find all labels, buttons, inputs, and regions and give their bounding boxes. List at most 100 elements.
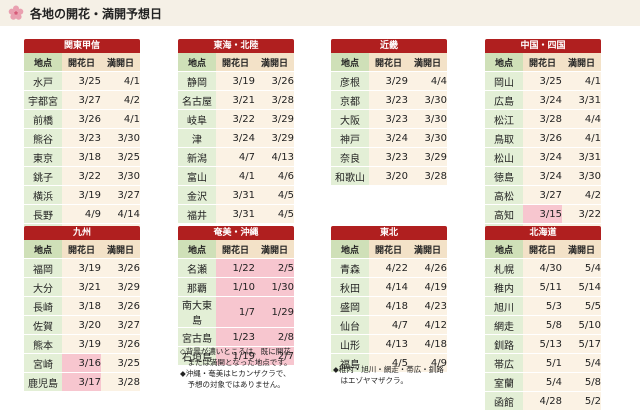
- column-header-full: 満開日: [101, 53, 140, 72]
- location-cell: 東京: [24, 148, 62, 167]
- location-cell: 水戸: [24, 72, 62, 91]
- note-amami: ◇背景が濃いところは、既に開花 または満開となった地点です。◆沖縄・奄美はヒカン…: [180, 346, 292, 390]
- full-bloom-date-cell: 3/25: [101, 354, 140, 373]
- location-cell: 和歌山: [331, 167, 369, 186]
- bloom-date-cell: 3/16: [62, 354, 101, 373]
- full-bloom-date-cell: 5/8: [562, 373, 601, 392]
- column-header-full: 満開日: [255, 53, 294, 72]
- full-bloom-date-cell: 5/10: [562, 316, 601, 335]
- location-cell: 高知: [485, 205, 523, 224]
- location-cell: 広島: [485, 91, 523, 110]
- full-bloom-date-cell: 3/26: [101, 259, 140, 278]
- table-header-row: 地点開花日満開日: [331, 240, 447, 259]
- full-bloom-date-cell: 3/30: [101, 167, 140, 186]
- full-bloom-date-cell: 4/2: [562, 186, 601, 205]
- bloom-date-cell: 3/19: [216, 72, 255, 91]
- full-bloom-date-cell: 3/26: [101, 335, 140, 354]
- bloom-date-cell: 3/24: [216, 129, 255, 148]
- location-cell: 銚子: [24, 167, 62, 186]
- location-cell: 網走: [485, 316, 523, 335]
- column-header-location: 地点: [485, 240, 523, 259]
- bloom-date-cell: 3/24: [523, 148, 562, 167]
- full-bloom-date-cell: 4/6: [255, 167, 294, 186]
- bloom-date-cell: 3/22: [216, 110, 255, 129]
- full-bloom-date-cell: 4/1: [101, 72, 140, 91]
- region-title: 北海道: [485, 226, 601, 240]
- full-bloom-date-cell: 4/1: [562, 72, 601, 91]
- location-cell: 富山: [178, 167, 216, 186]
- location-cell: 静岡: [178, 72, 216, 91]
- bloom-date-cell: 3/21: [216, 91, 255, 110]
- location-cell: 岐阜: [178, 110, 216, 129]
- column-header-location: 地点: [485, 53, 523, 72]
- column-header-location: 地点: [331, 240, 369, 259]
- note-line: または満開となった地点です。: [180, 357, 292, 368]
- bloom-date-cell: 3/23: [62, 129, 101, 148]
- note-line: 予想の対象ではありません。: [180, 379, 292, 390]
- bloom-date-cell: 3/26: [62, 110, 101, 129]
- bloom-date-cell: 3/23: [369, 148, 408, 167]
- full-bloom-date-cell: 5/14: [562, 278, 601, 297]
- column-header-location: 地点: [178, 53, 216, 72]
- column-header-bloom: 開花日: [523, 240, 562, 259]
- location-cell: 釧路: [485, 335, 523, 354]
- bloom-date-cell: 3/15: [523, 205, 562, 224]
- bloom-date-cell: 4/7: [369, 316, 408, 335]
- location-cell: 高松: [485, 186, 523, 205]
- full-bloom-date-cell: 1/29: [255, 297, 294, 328]
- full-bloom-date-cell: 3/31: [562, 91, 601, 110]
- location-cell: 大分: [24, 278, 62, 297]
- location-cell: 室蘭: [485, 373, 523, 392]
- note-line: ◆沖縄・奄美はヒカンザクラで、: [180, 368, 292, 379]
- full-bloom-date-cell: 4/19: [408, 278, 447, 297]
- column-header-bloom: 開花日: [216, 240, 255, 259]
- bloom-date-cell: 4/30: [523, 259, 562, 278]
- region-title: 中国・四国: [485, 39, 601, 53]
- location-cell: 福岡: [24, 259, 62, 278]
- column-header-location: 地点: [178, 240, 216, 259]
- location-cell: 盛岡: [331, 297, 369, 316]
- full-bloom-date-cell: 5/5: [562, 297, 601, 316]
- bloom-date-cell: 4/28: [523, 392, 562, 410]
- bloom-date-cell: 4/22: [369, 259, 408, 278]
- region-title: 九州: [24, 226, 140, 240]
- full-bloom-date-cell: 3/31: [562, 148, 601, 167]
- full-bloom-date-cell: 4/5: [255, 205, 294, 224]
- location-cell: 長野: [24, 205, 62, 224]
- full-bloom-date-cell: 5/17: [562, 335, 601, 354]
- full-bloom-date-cell: 3/26: [255, 72, 294, 91]
- table-header-row: 地点開花日満開日: [24, 240, 140, 259]
- bloom-date-cell: 3/24: [369, 129, 408, 148]
- full-bloom-date-cell: 3/26: [101, 297, 140, 316]
- location-cell: 帯広: [485, 354, 523, 373]
- bloom-date-cell: 1/7: [216, 297, 255, 328]
- table-header-row: 地点開花日満開日: [331, 53, 447, 72]
- column-header-location: 地点: [331, 53, 369, 72]
- bloom-date-cell: 5/3: [523, 297, 562, 316]
